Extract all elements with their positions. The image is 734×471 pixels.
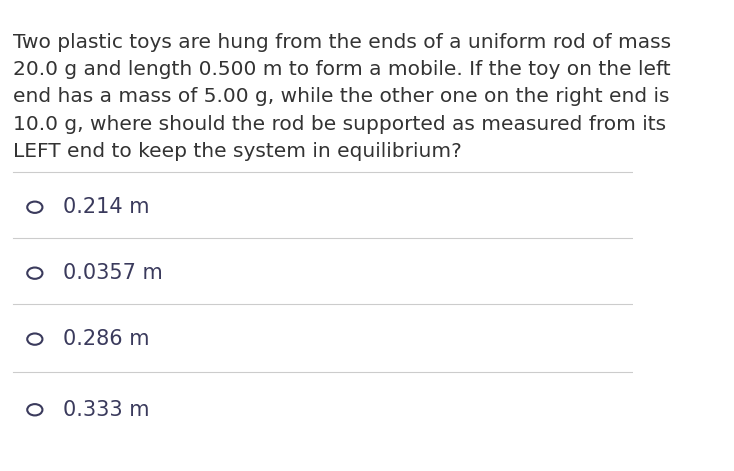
Text: 0.214 m: 0.214 m [63, 197, 150, 217]
Text: Two plastic toys are hung from the ends of a uniform rod of mass
20.0 g and leng: Two plastic toys are hung from the ends … [12, 33, 671, 161]
Text: 0.286 m: 0.286 m [63, 329, 150, 349]
Text: 0.0357 m: 0.0357 m [63, 263, 163, 283]
Text: 0.333 m: 0.333 m [63, 400, 150, 420]
